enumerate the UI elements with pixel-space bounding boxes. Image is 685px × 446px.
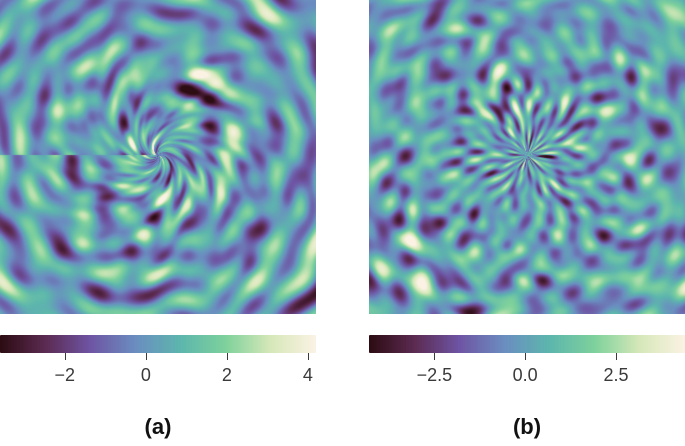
panel-a: −2 0 2 4 (a) xyxy=(0,0,316,446)
colorbar-a-tick-label: 4 xyxy=(302,365,313,385)
colorbar-a xyxy=(0,335,316,353)
colorbar-a-tick xyxy=(307,353,309,360)
colorbar-b-tick xyxy=(525,353,527,360)
panel-b: −2.5 0.0 2.5 (b) xyxy=(369,0,685,446)
colorbar-b-tick xyxy=(434,353,436,360)
colorbar-a-tick xyxy=(145,353,147,360)
swirl-field-image xyxy=(0,0,316,314)
colorbar-b xyxy=(369,335,685,353)
colorbar-a-ticks: −2 0 2 4 xyxy=(0,353,316,393)
colorbar-b-tick xyxy=(615,353,617,360)
colorbar-a-tick-label: 0 xyxy=(140,365,151,385)
colorbar-b-tick-label: 0.0 xyxy=(512,365,538,385)
colorbar-a-tick-label: 2 xyxy=(221,365,232,385)
colorbar-b-tick-label: −2.5 xyxy=(416,365,453,385)
radial-field-image xyxy=(369,0,685,314)
colorbar-a-tick xyxy=(226,353,228,360)
caption-a: (a) xyxy=(144,414,172,439)
colorbar-a-tick-label: −2 xyxy=(54,365,76,385)
caption-b: (b) xyxy=(512,414,542,439)
colorbar-b-tick-label: 2.5 xyxy=(603,365,629,385)
colorbar-a-tick xyxy=(64,353,66,360)
colorbar-b-ticks: −2.5 0.0 2.5 xyxy=(369,353,685,393)
